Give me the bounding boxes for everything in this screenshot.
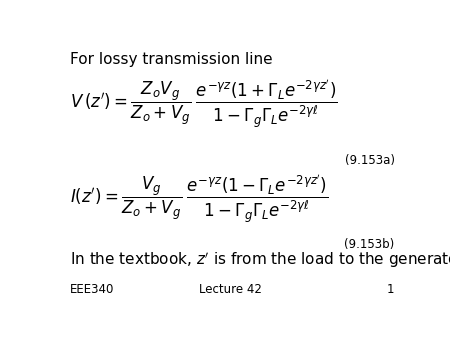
Text: $V\,(z^{\prime}) = \dfrac{Z_o V_g}{Z_o + V_g}\;\dfrac{e^{-\gamma z}(1 + \Gamma_L: $V\,(z^{\prime}) = \dfrac{Z_o V_g}{Z_o +… <box>70 78 338 129</box>
Text: $I(z^{\prime}) = \dfrac{V_g}{Z_o + V_g}\;\dfrac{e^{-\gamma z}(1 - \Gamma_L e^{-2: $I(z^{\prime}) = \dfrac{V_g}{Z_o + V_g}\… <box>70 173 328 224</box>
Text: (9.153a): (9.153a) <box>345 154 395 167</box>
Text: EEE340: EEE340 <box>70 283 115 296</box>
Text: For lossy transmission line: For lossy transmission line <box>70 52 273 67</box>
Text: 1: 1 <box>387 283 395 296</box>
Text: (9.153b): (9.153b) <box>344 238 395 251</box>
Text: In the textbook, $z^{\prime}$ is from the load to the generator.: In the textbook, $z^{\prime}$ is from th… <box>70 250 450 270</box>
Text: Lecture 42: Lecture 42 <box>199 283 262 296</box>
